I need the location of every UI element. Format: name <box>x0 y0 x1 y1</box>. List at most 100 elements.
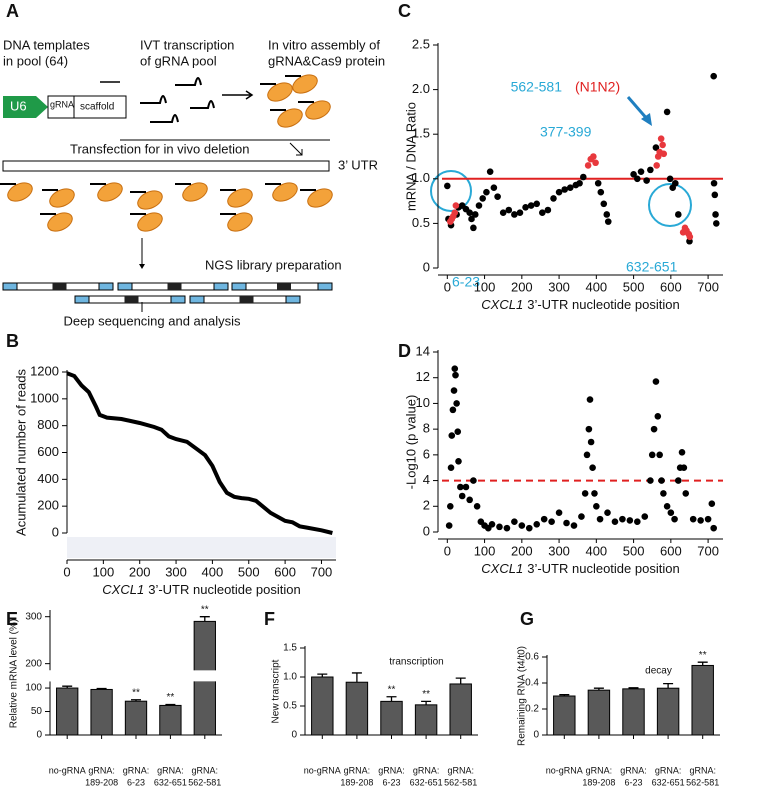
point <box>712 211 719 218</box>
point <box>634 518 641 526</box>
point <box>518 522 526 529</box>
x-tick-label: 400 <box>585 279 607 294</box>
point <box>656 451 663 459</box>
arrow <box>626 96 650 121</box>
error-bar <box>559 694 570 696</box>
arrow-head <box>641 113 652 126</box>
step-text: Transfection for in vivo deletion <box>70 141 249 156</box>
step-text: In vitro assembly of <box>268 37 380 52</box>
point <box>581 490 589 497</box>
point <box>711 191 719 199</box>
point <box>522 204 529 211</box>
point <box>641 513 649 520</box>
point <box>540 515 548 523</box>
point <box>447 464 455 472</box>
point <box>533 200 541 208</box>
point <box>473 502 481 510</box>
panel-label: E <box>6 609 18 629</box>
point <box>650 425 658 433</box>
x-tick-label: no-gRNA <box>49 765 86 775</box>
arrow <box>222 90 254 100</box>
annotation: 377-399 <box>540 124 592 140</box>
point <box>586 396 594 403</box>
point <box>594 179 602 187</box>
deletion <box>277 283 291 290</box>
y-tick-label: 4 <box>423 472 430 487</box>
x-tick-label: 600 <box>274 564 296 579</box>
x-tick-label: 0 <box>63 564 70 579</box>
cas9 <box>49 188 75 208</box>
adapter <box>74 295 90 304</box>
x-tick-label: no-gRNA <box>546 765 583 775</box>
x-tick-label: gRNA: <box>655 765 682 775</box>
x-tick-label: 300 <box>165 564 187 579</box>
point <box>680 464 688 472</box>
y-tick-label: 1200 <box>30 363 59 378</box>
panel-label: B <box>6 331 19 351</box>
x-tick-label: 500 <box>623 543 645 558</box>
point <box>548 518 555 526</box>
adapter <box>170 295 186 304</box>
y-tick-label: 0 <box>423 523 430 538</box>
x-tick-label: 100 <box>92 564 114 579</box>
point <box>660 150 668 158</box>
cas9 <box>7 182 33 202</box>
x-tick-label: 400 <box>202 564 224 579</box>
x-tick-label: 300 <box>548 543 570 558</box>
panel-label: C <box>398 1 411 21</box>
point <box>671 515 678 523</box>
x-axis-title-part: 3’-UTR nucleotide position <box>148 582 300 597</box>
adapter <box>117 282 133 291</box>
cas9 <box>307 188 333 208</box>
point <box>448 432 456 439</box>
point <box>697 517 704 524</box>
adapter <box>317 282 333 291</box>
cumulative-line <box>66 371 333 535</box>
x-tick-label: 632-651 <box>154 777 187 787</box>
point <box>660 490 667 497</box>
y-tick-label: 50 <box>31 706 43 717</box>
point <box>663 108 671 116</box>
significance: ** <box>201 604 209 615</box>
cas9 <box>272 182 298 202</box>
point <box>630 171 637 178</box>
x-tick-label: gRNA: <box>157 765 184 775</box>
bar <box>414 704 438 736</box>
point <box>475 202 483 209</box>
point <box>450 387 458 394</box>
panel-label: F <box>264 609 275 629</box>
point <box>452 371 459 379</box>
adapter <box>189 295 205 304</box>
step-text: of gRNA pool <box>140 53 217 68</box>
point <box>525 524 533 532</box>
bar <box>90 688 113 736</box>
point <box>505 206 513 214</box>
point <box>466 209 473 216</box>
y-tick-label: 0 <box>291 730 297 741</box>
point <box>710 524 717 532</box>
point <box>470 477 477 484</box>
x-axis-title-part: CXCL1 <box>102 582 144 597</box>
error-bar <box>199 616 210 622</box>
panel-label: A <box>6 1 19 21</box>
bar <box>56 687 79 736</box>
x-tick-label: 562-581 <box>444 777 477 787</box>
point <box>604 509 611 517</box>
point <box>590 153 597 160</box>
error-bar <box>421 700 432 705</box>
annotation: 562-581 <box>511 79 563 95</box>
point <box>466 496 473 504</box>
y-tick-label: 2.5 <box>412 36 430 51</box>
point <box>579 173 587 181</box>
point <box>479 195 487 202</box>
x-axis-title-part: 3’-UTR nucleotide position <box>527 561 679 576</box>
point <box>445 522 453 529</box>
x-tick-label: 600 <box>660 543 682 558</box>
x-tick-label: 0 <box>444 543 451 558</box>
point <box>603 211 611 218</box>
cas9 <box>97 182 123 202</box>
x-tick-label: 6-23 <box>382 777 400 787</box>
point <box>455 457 462 465</box>
point <box>674 477 682 484</box>
point <box>600 200 608 208</box>
